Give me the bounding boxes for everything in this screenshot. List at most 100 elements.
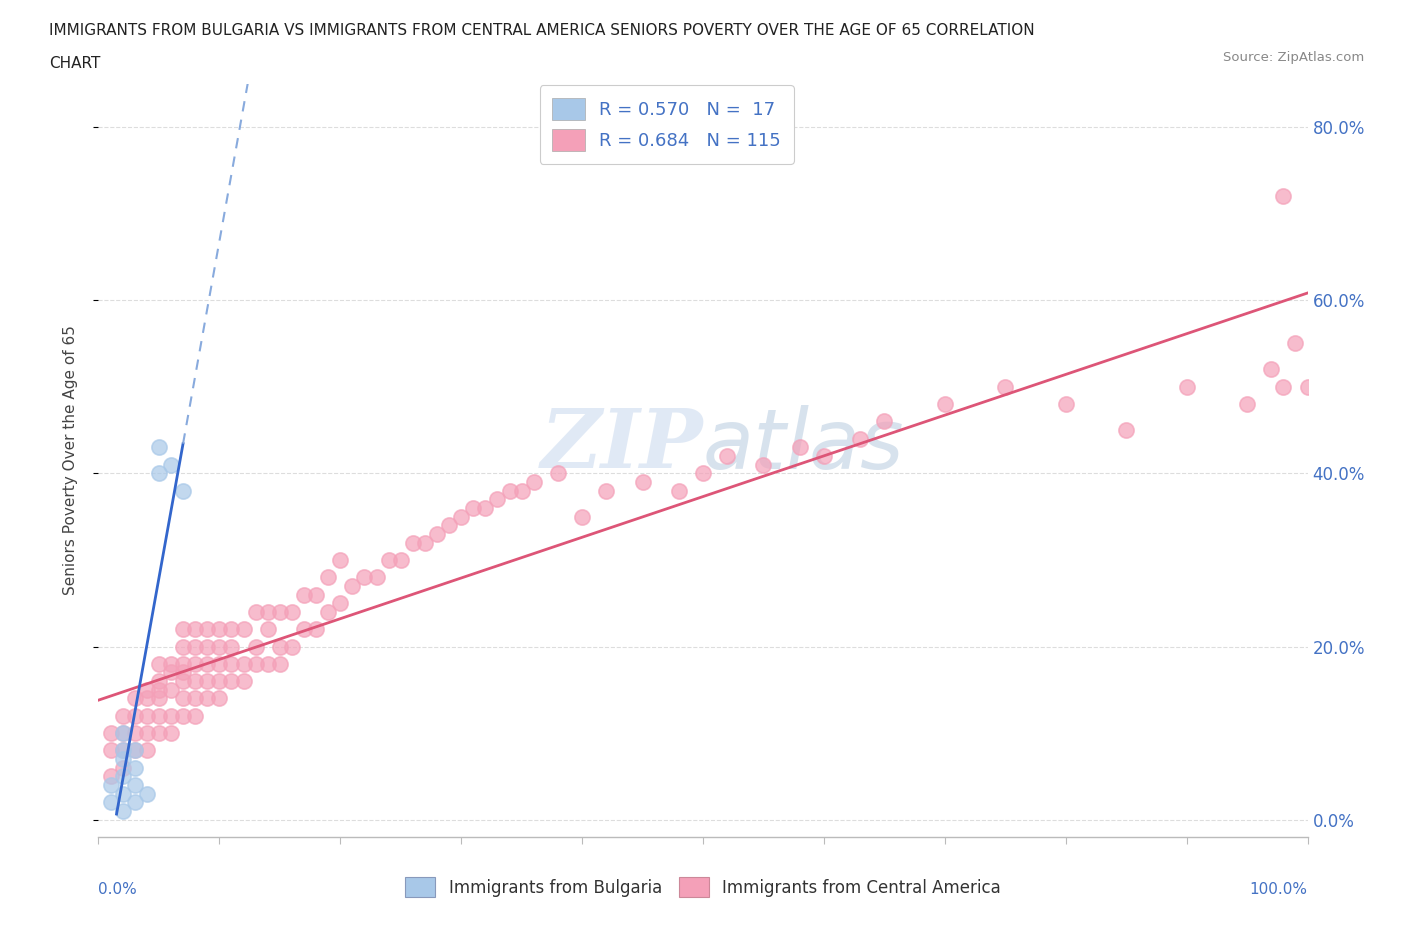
Point — [195, 622, 218, 637]
Point — [269, 639, 291, 654]
Point — [256, 657, 278, 671]
Point — [269, 657, 291, 671]
Point — [100, 795, 122, 810]
Point — [1284, 336, 1306, 351]
Point — [195, 639, 218, 654]
Text: ZIP: ZIP — [540, 405, 703, 485]
Point — [426, 526, 449, 541]
Point — [148, 709, 170, 724]
Point — [316, 604, 339, 619]
Point — [135, 786, 157, 801]
Point — [111, 761, 134, 776]
Point — [184, 691, 207, 706]
Point — [305, 622, 328, 637]
Point — [221, 673, 243, 688]
Point — [111, 743, 134, 758]
Point — [124, 743, 146, 758]
Point — [124, 725, 146, 740]
Point — [571, 510, 593, 525]
Point — [100, 769, 122, 784]
Point — [245, 604, 267, 619]
Point — [172, 709, 194, 724]
Point — [111, 725, 134, 740]
Point — [668, 484, 690, 498]
Point — [377, 552, 399, 567]
Point — [232, 657, 254, 671]
Text: atlas: atlas — [703, 405, 904, 485]
Point — [148, 440, 170, 455]
Point — [402, 535, 425, 550]
Point — [135, 691, 157, 706]
Point — [160, 657, 183, 671]
Point — [172, 691, 194, 706]
Point — [124, 743, 146, 758]
Point — [160, 683, 183, 698]
Point — [353, 570, 375, 585]
Point — [124, 709, 146, 724]
Point — [329, 596, 352, 611]
Point — [100, 743, 122, 758]
Text: Source: ZipAtlas.com: Source: ZipAtlas.com — [1223, 51, 1364, 64]
Point — [789, 440, 811, 455]
Point — [208, 639, 231, 654]
Point — [195, 657, 218, 671]
Point — [849, 432, 872, 446]
Point — [510, 484, 533, 498]
Point — [595, 484, 617, 498]
Point — [366, 570, 388, 585]
Point — [111, 804, 134, 818]
Point — [195, 673, 218, 688]
Point — [172, 673, 194, 688]
Point — [329, 552, 352, 567]
Point — [1054, 396, 1077, 411]
Point — [413, 535, 436, 550]
Legend: Immigrants from Bulgaria, Immigrants from Central America: Immigrants from Bulgaria, Immigrants fro… — [399, 870, 1007, 904]
Point — [208, 691, 231, 706]
Point — [245, 639, 267, 654]
Point — [994, 379, 1017, 394]
Point — [208, 622, 231, 637]
Point — [124, 795, 146, 810]
Point — [172, 657, 194, 671]
Point — [1296, 379, 1319, 394]
Text: 0.0%: 0.0% — [98, 883, 138, 897]
Point — [111, 786, 134, 801]
Point — [184, 622, 207, 637]
Point — [486, 492, 509, 507]
Point — [498, 484, 520, 498]
Point — [135, 709, 157, 724]
Point — [135, 725, 157, 740]
Point — [172, 639, 194, 654]
Point — [184, 639, 207, 654]
Point — [450, 510, 472, 525]
Point — [631, 474, 654, 489]
Point — [1236, 396, 1258, 411]
Point — [195, 691, 218, 706]
Point — [208, 673, 231, 688]
Point — [316, 570, 339, 585]
Text: IMMIGRANTS FROM BULGARIA VS IMMIGRANTS FROM CENTRAL AMERICA SENIORS POVERTY OVER: IMMIGRANTS FROM BULGARIA VS IMMIGRANTS F… — [49, 23, 1035, 38]
Point — [160, 458, 183, 472]
Point — [292, 587, 315, 602]
Point — [172, 622, 194, 637]
Point — [437, 518, 460, 533]
Point — [148, 466, 170, 481]
Point — [124, 777, 146, 792]
Point — [221, 622, 243, 637]
Point — [389, 552, 412, 567]
Point — [111, 709, 134, 724]
Point — [111, 769, 134, 784]
Point — [100, 777, 122, 792]
Point — [256, 604, 278, 619]
Point — [716, 448, 738, 463]
Point — [208, 657, 231, 671]
Point — [148, 673, 170, 688]
Point — [148, 725, 170, 740]
Point — [232, 673, 254, 688]
Point — [232, 622, 254, 637]
Point — [160, 665, 183, 680]
Point — [1175, 379, 1198, 394]
Point — [111, 743, 134, 758]
Point — [111, 725, 134, 740]
Point — [221, 657, 243, 671]
